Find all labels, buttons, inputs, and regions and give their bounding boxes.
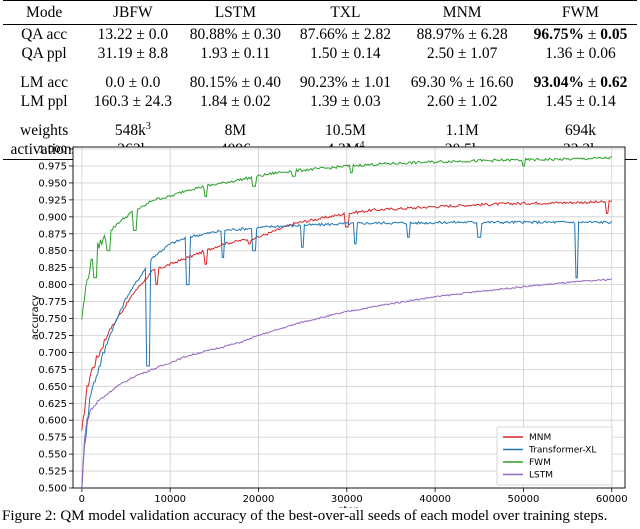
row-label: activations	[10, 141, 78, 158]
table-cell: 1.39 ± 0.03	[310, 93, 381, 110]
table-body: QA acc 13.22 ± 0.0 80.88% ± 0.30 87.66% ± 2…	[3, 25, 637, 160]
series-line-transformer-xl	[81, 220, 613, 492]
x-tick-label: 50000	[508, 494, 540, 505]
x-tick-label: 20000	[243, 494, 275, 505]
y-tick-label: 0.500	[38, 484, 67, 495]
table-cell: 93.04% ± 0.62	[533, 74, 628, 91]
header-fwm: FWM	[561, 4, 599, 21]
y-tick-label: 0.775	[38, 297, 67, 308]
table-cell: 1.36 ± 0.06	[545, 45, 616, 62]
table-cell: 8M	[224, 122, 247, 139]
table-cell: 10.5M	[324, 122, 366, 139]
table-row: LM acc 0.0 ± 0.0 80.15% ± 0.40 90.23% ± 1.0…	[3, 68, 637, 92]
table-cell: 548k3	[114, 120, 151, 139]
table-cell: 96.75% ± 0.05	[533, 26, 628, 43]
results-table: Mode JBFW LSTM TXL MNM FWM QA acc 13.22 ±…	[3, 0, 637, 160]
table-cell: 160.3 ± 24.3	[93, 93, 172, 110]
y-tick-label: 0.650	[38, 382, 67, 393]
y-tick-label: 0.875	[38, 229, 67, 240]
y-tick-label: 0.575	[38, 433, 67, 444]
header-mnm: MNM	[442, 4, 482, 21]
y-tick-label: 0.525	[38, 467, 67, 478]
x-tick-label: 30000	[331, 494, 363, 505]
x-tick-label: 10000	[154, 494, 186, 505]
row-label: LM acc	[20, 74, 69, 91]
x-axis-title: step	[338, 505, 360, 508]
table-cell: 1.50 ± 0.14	[310, 45, 381, 62]
y-tick-label: 0.550	[38, 450, 67, 461]
table-cell: 31.19 ± 8.8	[97, 45, 169, 62]
table-cell: 80.15% ± 0.40	[189, 74, 281, 91]
table-cell: 88.97% ± 6.28	[416, 26, 508, 43]
table-row: LM ppl 160.3 ± 24.3 1.84 ± 0.02 1.39 ± 0.03…	[3, 92, 637, 116]
table-cell: 13.22 ± 0.0	[97, 26, 169, 43]
y-tick-label: 0.850	[38, 246, 67, 257]
y-tick-label: 0.750	[38, 314, 67, 325]
table-cell: 80.88% ± 0.30	[189, 26, 281, 43]
table-cell: 0.0 ± 0.0	[105, 74, 161, 91]
row-label: QA ppl	[21, 45, 67, 62]
table-cell: 2.50 ± 1.07	[426, 45, 498, 62]
plot-frame	[72, 146, 626, 489]
y-tick-label: 0.900	[38, 212, 67, 223]
legend-box	[496, 426, 613, 486]
y-tick-label: 0.800	[38, 280, 67, 291]
legend-label: Transformer-XL	[528, 446, 596, 456]
legend-label: FWM	[529, 458, 551, 468]
x-tick-label: 40000	[419, 494, 451, 505]
x-tick-label: 60000	[596, 494, 628, 505]
table-cell: 90.23% ± 1.01	[299, 74, 391, 91]
row-label: weights	[20, 122, 69, 139]
header-jbfw: JBFW	[113, 4, 153, 21]
y-tick-label: 0.725	[38, 331, 67, 342]
accuracy-chart: 0.500 0.525 0.550 0.575 0.600 0.625 0.650 0.675…	[30, 145, 628, 508]
table-row: QA acc 13.22 ± 0.0 80.88% ± 0.30 87.66% ± 2…	[3, 25, 637, 45]
table-cell: 1.93 ± 0.11	[200, 45, 271, 62]
y-tick-label: 0.925	[38, 195, 67, 206]
y-tick-label: 1.000	[38, 145, 67, 156]
table-cell: 1.1M	[445, 122, 479, 139]
y-tick-label: 0.600	[38, 416, 67, 427]
legend-label: MNM	[529, 433, 551, 443]
table-cell: 2.60 ± 1.02	[426, 93, 498, 110]
header-mode: Mode	[26, 4, 63, 21]
y-tick-label: 0.975	[38, 161, 67, 172]
table-cell: 1.45 ± 0.14	[545, 93, 616, 110]
y-tick-label: 0.625	[38, 399, 67, 410]
y-tick-label: 0.950	[38, 178, 67, 189]
figure-caption: Figure 2: QM model validation accuracy o…	[2, 508, 608, 524]
header-txl: TXL	[330, 4, 361, 21]
table-cell: 694k	[564, 122, 596, 139]
table-header-row: Mode JBFW LSTM TXL MNM FWM	[3, 0, 637, 25]
series-line-mnm	[81, 200, 612, 431]
row-label: QA acc	[21, 26, 68, 43]
table-cell: 1.84 ± 0.02	[200, 93, 271, 110]
y-tick-label: 0.825	[38, 263, 67, 274]
table-cell: 69.30 % ± 16.60	[410, 74, 514, 91]
y-tick-label: 0.675	[38, 365, 67, 376]
table-cell: 87.66% ± 2.82	[299, 26, 391, 43]
table-row: weights 548k3 8M 10.5M 1.1M 694k	[3, 116, 637, 140]
row-label: LM ppl	[20, 93, 68, 110]
y-axis-title: accuracy	[30, 295, 41, 340]
series-line-fwm	[81, 156, 612, 320]
legend-label: LSTM	[529, 471, 553, 481]
series-line-lstm	[81, 278, 613, 488]
table-row: QA ppl 31.19 ± 8.8 1.93 ± 0.11 1.50 ± 0.14 2…	[3, 44, 637, 68]
x-tick-label: 0	[79, 494, 85, 505]
header-lstm: LSTM	[214, 4, 257, 21]
y-tick-label: 0.700	[38, 348, 67, 359]
